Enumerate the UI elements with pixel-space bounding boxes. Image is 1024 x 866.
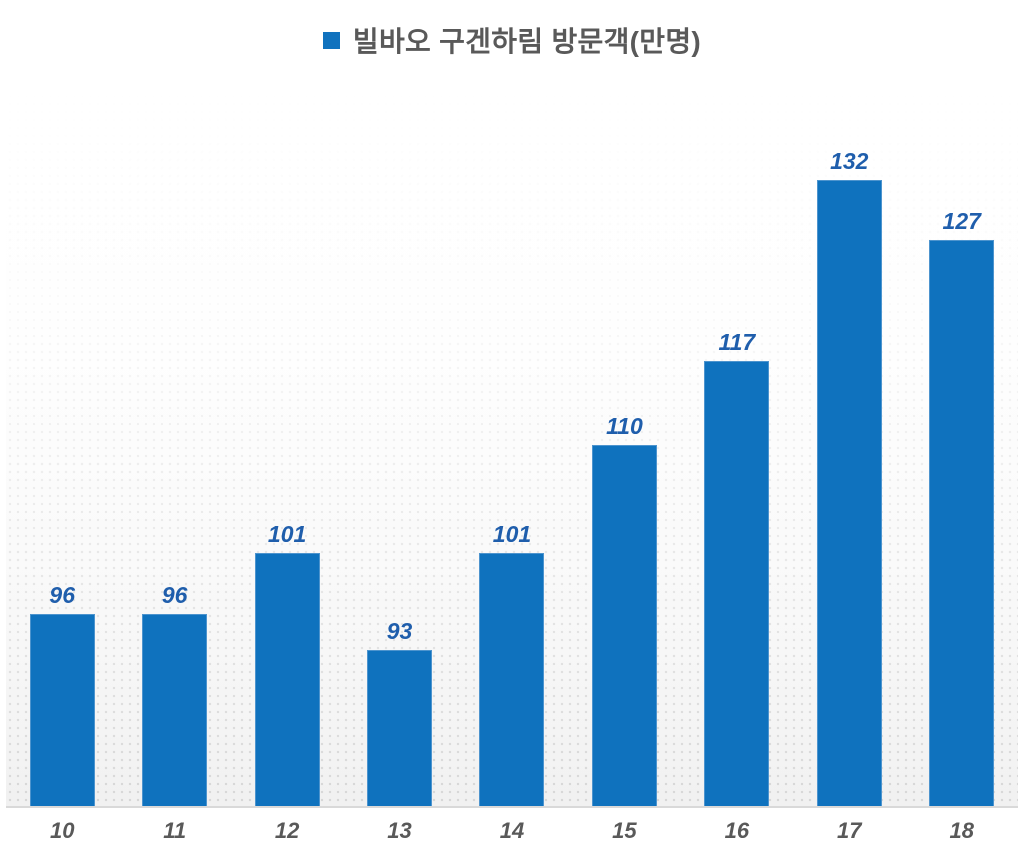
bar bbox=[142, 613, 208, 806]
plot-area: 96 96 101 93 101 110 117 132 127 bbox=[6, 84, 1018, 808]
bar-value-label: 101 bbox=[492, 521, 532, 548]
bar-value-label: 127 bbox=[942, 208, 981, 235]
x-axis-label: 10 bbox=[49, 818, 75, 843]
bar-column: 101 bbox=[456, 523, 568, 806]
bar-column: 132 bbox=[793, 150, 905, 806]
bar-column: 96 bbox=[6, 581, 118, 806]
x-axis-label: 18 bbox=[949, 818, 974, 843]
bar bbox=[479, 553, 545, 806]
bars-row: 96 96 101 93 101 110 117 132 127 bbox=[6, 84, 1018, 806]
bar bbox=[704, 360, 770, 806]
x-axis-label: 15 bbox=[612, 818, 637, 843]
x-axis-label: 17 bbox=[837, 818, 862, 843]
x-axis-label: 11 bbox=[163, 818, 187, 843]
bar bbox=[367, 649, 433, 806]
bar-value-label: 96 bbox=[161, 581, 188, 608]
x-axis: 10 11 12 13 14 15 16 17 18 bbox=[6, 818, 1018, 844]
bar-column: 101 bbox=[231, 523, 343, 806]
bar-value-label: 117 bbox=[718, 328, 756, 355]
bar bbox=[816, 180, 882, 806]
legend-label: 빌바오 구겐하림 방문객(만명) bbox=[352, 26, 702, 57]
bar bbox=[29, 613, 95, 806]
bar-column: 127 bbox=[906, 210, 1018, 806]
bar bbox=[591, 445, 657, 806]
x-axis-label: 13 bbox=[387, 818, 412, 843]
bar-value-label: 93 bbox=[386, 617, 413, 644]
bar-column: 117 bbox=[681, 328, 793, 806]
bar-value-label: 132 bbox=[830, 148, 869, 175]
bar bbox=[929, 240, 995, 806]
bar-value-label: 110 bbox=[606, 413, 643, 439]
legend-square-marker-icon bbox=[322, 31, 340, 49]
bar-column: 96 bbox=[118, 581, 230, 806]
chart-legend: 빌바오 구겐하림 방문객(만명) bbox=[0, 20, 1024, 60]
bar-value-label: 101 bbox=[267, 521, 307, 548]
x-axis-label: 14 bbox=[499, 818, 525, 843]
bar-column: 110 bbox=[568, 415, 680, 806]
bar-column: 93 bbox=[343, 617, 455, 806]
bar bbox=[254, 553, 320, 806]
bar-value-label: 96 bbox=[49, 581, 76, 608]
x-axis-label: 16 bbox=[724, 818, 750, 843]
x-axis-label: 12 bbox=[274, 818, 300, 843]
